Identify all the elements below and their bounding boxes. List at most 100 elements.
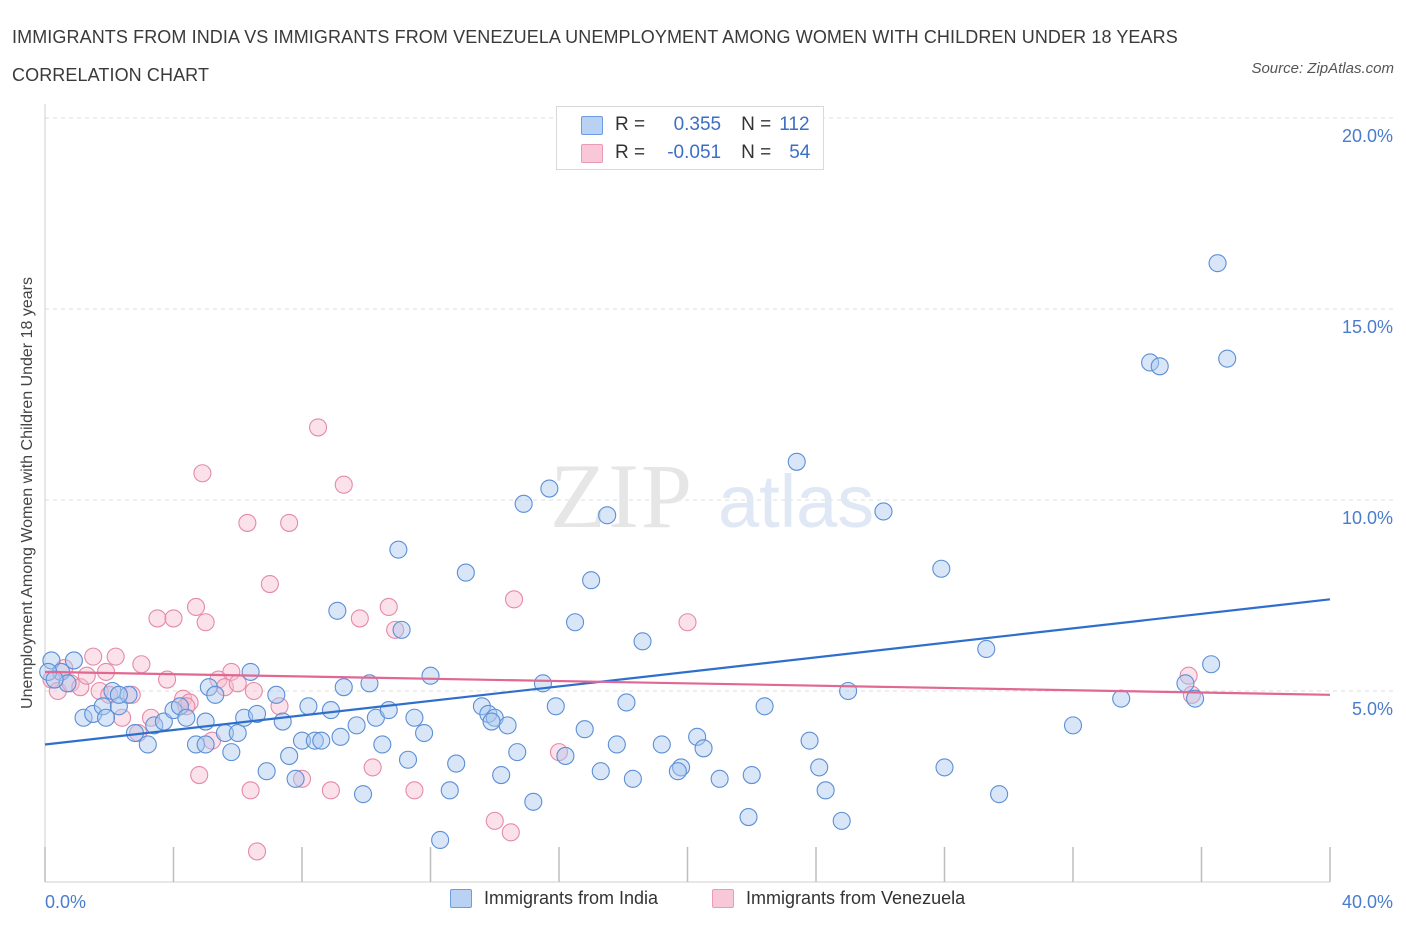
- legend-item-india[interactable]: Immigrants from India: [450, 888, 658, 909]
- india-point: [353, 785, 373, 804]
- india-point: [267, 685, 286, 704]
- india-point: [1186, 689, 1205, 708]
- india-point: [421, 666, 440, 685]
- india-point: [524, 792, 543, 811]
- venezuela-point: [379, 597, 398, 617]
- india-point: [392, 620, 411, 639]
- trend-lines: [44, 598, 1331, 746]
- india-points: [39, 254, 1237, 850]
- x-tick-max: 40.0%: [1342, 892, 1393, 912]
- series-legend: Immigrants from India Immigrants from Ve…: [0, 888, 1406, 918]
- india-r-label: R =: [615, 114, 646, 135]
- india-point: [492, 765, 511, 785]
- india-point: [280, 746, 299, 765]
- india-point: [617, 693, 636, 712]
- india-point: [546, 697, 565, 716]
- india-point: [196, 735, 215, 754]
- venezuela-trend-line: [44, 670, 1331, 696]
- venezuela-swatch: [581, 143, 603, 163]
- india-legend-label: Immigrants from India: [484, 888, 659, 908]
- venezuela-r-value: -0.051: [667, 142, 722, 163]
- watermark-zip: ZIP: [550, 445, 694, 547]
- venezuela-point: [244, 681, 263, 701]
- india-point: [607, 735, 626, 754]
- india-point: [575, 720, 594, 739]
- india-point: [331, 727, 350, 746]
- venezuela-point: [84, 647, 103, 666]
- venezuela-point: [77, 666, 96, 685]
- venezuela-point: [321, 781, 340, 800]
- y-tick-label: 20.0%: [1342, 126, 1393, 146]
- india-point: [755, 697, 774, 716]
- india-point: [286, 769, 305, 788]
- legend-row-india: R = 0.355 N = 112: [581, 111, 810, 139]
- india-point: [405, 708, 424, 727]
- venezuela-point: [485, 811, 504, 830]
- grid-lines: [45, 117, 1393, 692]
- india-point: [1218, 349, 1237, 368]
- india-point: [138, 735, 157, 754]
- venezuela-point: [132, 655, 151, 674]
- venezuela-legend-swatch: [712, 889, 734, 908]
- correlation-legend: R = 0.355 N = 112 R = -0.051 N = 54: [556, 106, 824, 170]
- venezuela-point: [334, 475, 353, 494]
- india-point: [299, 697, 318, 716]
- y-tick-label: 5.0%: [1352, 699, 1393, 719]
- venezuela-point: [196, 613, 215, 632]
- india-point: [74, 708, 93, 727]
- india-point: [170, 697, 189, 716]
- venezuela-point: [260, 574, 279, 594]
- india-point: [816, 781, 835, 800]
- india-point: [292, 731, 312, 750]
- india-point: [45, 670, 64, 689]
- india-point: [64, 651, 83, 670]
- venezuela-point: [190, 765, 209, 785]
- india-r-value: 0.355: [673, 114, 722, 135]
- india-point: [472, 697, 491, 716]
- india-point: [199, 678, 218, 697]
- india-point: [1208, 254, 1227, 273]
- india-point: [566, 613, 585, 632]
- venezuela-point: [90, 681, 109, 701]
- india-n-value: 112: [779, 114, 810, 135]
- india-point: [241, 662, 260, 681]
- venezuela-r-label: R =: [615, 142, 646, 163]
- india-legend-swatch: [450, 889, 472, 908]
- india-point: [633, 632, 652, 651]
- venezuela-point: [386, 620, 405, 639]
- venezuela-point: [158, 670, 177, 689]
- india-point: [652, 735, 671, 754]
- venezuela-point: [193, 464, 212, 483]
- venezuela-point: [504, 590, 524, 609]
- venezuela-point: [501, 823, 520, 842]
- india-point: [800, 731, 819, 750]
- venezuela-legend-label: Immigrants from Venezuela: [746, 888, 966, 908]
- venezuela-n-label: N =: [741, 142, 772, 163]
- india-point: [977, 639, 996, 659]
- legend-row-venezuela: R = -0.051 N = 54: [581, 139, 810, 167]
- india-point: [1112, 689, 1131, 708]
- india-point: [398, 750, 418, 769]
- india-point: [1141, 353, 1160, 372]
- india-point: [742, 765, 761, 785]
- venezuela-point: [270, 697, 289, 716]
- india-point: [109, 685, 128, 704]
- india-point: [257, 762, 276, 781]
- india-point: [334, 678, 353, 697]
- india-point: [177, 708, 196, 727]
- venezuela-point: [238, 513, 257, 532]
- india-point: [668, 762, 687, 781]
- venezuela-point: [164, 609, 183, 628]
- venezuela-point: [113, 708, 132, 727]
- india-point: [787, 452, 806, 471]
- india-point: [415, 723, 434, 743]
- source-label: Source: ZipAtlas.com: [1251, 60, 1394, 77]
- venezuela-point: [280, 513, 299, 532]
- india-point: [389, 540, 408, 559]
- india-point: [1176, 674, 1195, 693]
- venezuela-point: [148, 609, 167, 628]
- legend-item-venezuela[interactable]: Immigrants from Venezuela: [712, 888, 965, 909]
- india-point: [360, 674, 379, 693]
- india-point: [623, 769, 642, 788]
- venezuela-point: [405, 781, 424, 800]
